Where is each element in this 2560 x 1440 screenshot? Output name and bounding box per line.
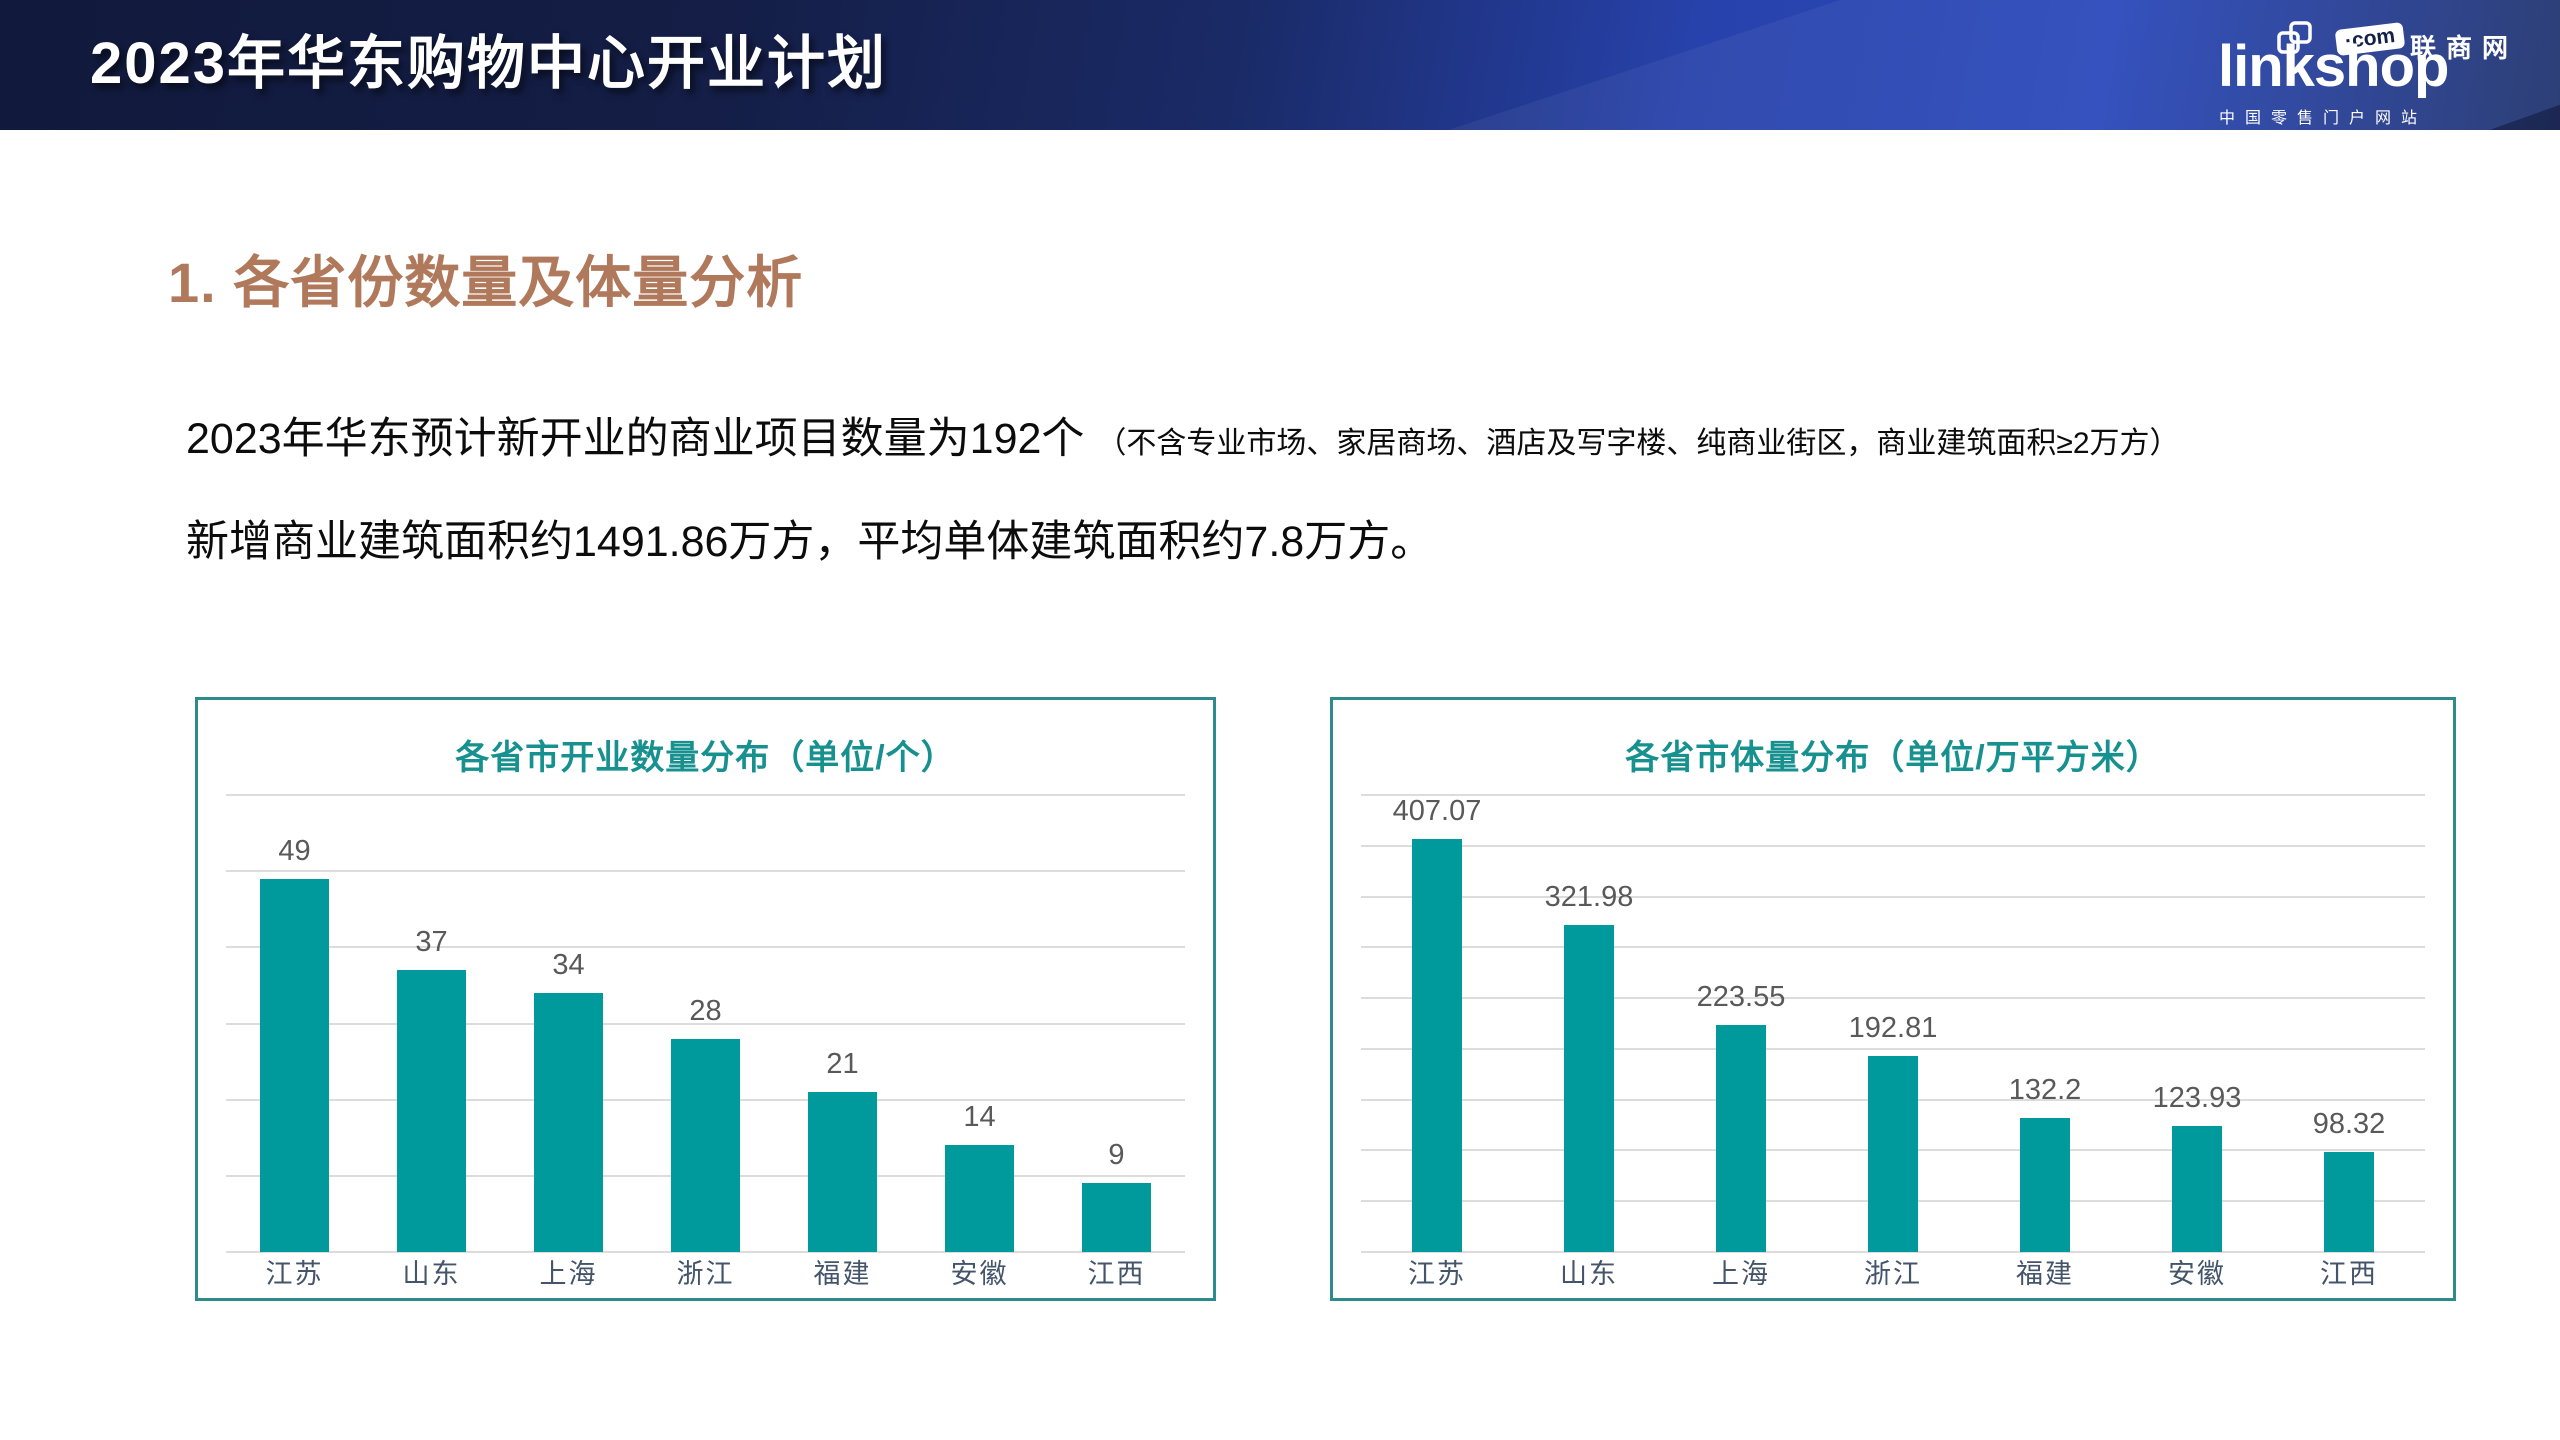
linkshop-logo: ·com 联商网 linkshop 中国零售门户网站 (2218, 18, 2518, 127)
category-label: 山东 (402, 1259, 461, 1289)
chart-open-count-plot: 49 37 34 28 21 14 9 (226, 794, 1185, 1253)
bar-slot-福建: 21 (774, 795, 911, 1252)
category-label: 安徽 (2168, 1259, 2226, 1289)
bars-container: 407.07 321.98 223.55 192.81 132.2 123.93 98.32 (1361, 795, 2425, 1252)
value-label: 132.2 (2008, 1073, 2082, 1106)
bar-slot-江西: 9 (1048, 795, 1185, 1252)
logo-tagline: 中国零售门户网站 (2219, 110, 2428, 127)
value-label: 49 (278, 834, 311, 867)
logo-cn-name: 联商网 (2409, 33, 2518, 63)
bar (397, 970, 466, 1252)
bar (1715, 1024, 1767, 1252)
chart-open-count: 各省市开业数量分布（单位/个） 49 37 34 28 21 14 9 江苏 山东 上海 浙江 福建… (195, 697, 1216, 1301)
summary-line-2: 新增商业建筑面积约1491.86万方，平均单体建筑面积约7.8万方。 (186, 518, 1434, 566)
bar (1867, 1056, 1919, 1252)
bar-slot-上海: 223.55 (1665, 795, 1817, 1252)
category-label: 江西 (1087, 1259, 1146, 1289)
value-label: 37 (415, 926, 448, 959)
bar-slot-山东: 37 (363, 795, 500, 1252)
bar-slot-福建: 132.2 (1969, 795, 2121, 1252)
value-label: 98.32 (2312, 1108, 2386, 1141)
bar (808, 1092, 877, 1252)
chart-volume-plot: 407.07 321.98 223.55 192.81 132.2 123.93 98.32 (1361, 794, 2425, 1253)
category-label: 安徽 (950, 1259, 1009, 1289)
value-label: 34 (552, 949, 585, 982)
bar-slot-山东: 321.98 (1513, 795, 1665, 1252)
gridline (1361, 997, 2425, 1000)
bar (534, 993, 603, 1252)
bar-slot-江西: 98.32 (2273, 795, 2425, 1252)
bar (260, 878, 329, 1252)
gridline (1361, 844, 2425, 847)
summary-line-1-note: （不含专业市场、家居商场、酒店及写字楼、纯商业街区，商业建筑面积≥2万方） (1096, 427, 2180, 460)
chart-volume-categories: 江苏 山东 上海 浙江 福建 安徽 江西 (1361, 1252, 2425, 1291)
overlapping-squares-icon (2276, 20, 2314, 63)
bar (1563, 925, 1615, 1252)
bar-slot-江苏: 407.07 (1361, 795, 1513, 1252)
section-heading: 1. 各省份数量及体量分析 (168, 251, 804, 314)
bar-slot-安徽: 14 (911, 795, 1048, 1252)
bar (2323, 1152, 2375, 1252)
category-label: 江苏 (1408, 1259, 1466, 1289)
chart-open-count-categories: 江苏 山东 上海 浙江 福建 安徽 江西 (226, 1252, 1185, 1291)
value-label: 28 (689, 994, 722, 1027)
chart-volume: 各省市体量分布（单位/万平方米） 407.07 321.98 223.55 192.8… (1330, 697, 2456, 1301)
bar-slot-浙江: 28 (637, 795, 774, 1252)
value-label: 407.07 (1392, 795, 1482, 827)
gridline (226, 1251, 1185, 1253)
category-label: 上海 (539, 1259, 598, 1289)
gridline (1361, 946, 2425, 949)
gridline (226, 870, 1185, 873)
bar-slot-上海: 34 (500, 795, 637, 1252)
logo-brand-text: linkshop (2218, 34, 2449, 99)
value-label: 14 (963, 1101, 996, 1134)
chart-open-count-title: 各省市开业数量分布（单位/个） (455, 739, 956, 777)
gridline (1361, 794, 2425, 796)
category-label: 江苏 (265, 1259, 324, 1289)
category-label: 福建 (813, 1259, 872, 1289)
summary-line-1: 2023年华东预计新开业的商业项目数量为192个 （不含专业市场、家居商场、酒店… (186, 404, 2436, 466)
category-label: 上海 (1712, 1259, 1770, 1289)
chart-volume-title: 各省市体量分布（单位/万平方米） (1625, 739, 2161, 777)
category-label: 福建 (2016, 1259, 2074, 1289)
bar (2019, 1117, 2071, 1252)
category-label: 山东 (1560, 1259, 1618, 1289)
bar (2171, 1126, 2223, 1252)
page-title: 2023年华东购物中心开业计划 (90, 31, 888, 96)
summary-paragraph: 2023年华东预计新开业的商业项目数量为192个 （不含专业市场、家居商场、酒店… (186, 404, 2436, 569)
bar (1411, 839, 1463, 1252)
gridline (226, 794, 1185, 796)
category-label: 浙江 (1864, 1259, 1922, 1289)
value-label: 123.93 (2152, 1082, 2242, 1115)
gridline (226, 1022, 1185, 1025)
value-label: 321.98 (1544, 881, 1634, 914)
gridline (1361, 895, 2425, 898)
summary-line-1-main: 2023年华东预计新开业的商业项目数量为192个 (186, 415, 1085, 463)
value-label: 21 (826, 1048, 859, 1081)
gridline (1361, 1047, 2425, 1050)
bars-container: 49 37 34 28 21 14 9 (226, 795, 1185, 1252)
header-bar: 2023年华东购物中心开业计划 ·com 联商网 linkshop 中国零售门户… (0, 0, 2560, 130)
value-label: 223.55 (1696, 980, 1786, 1013)
bar (1082, 1183, 1151, 1252)
value-label: 9 (1108, 1139, 1125, 1172)
value-label: 192.81 (1848, 1012, 1938, 1045)
bar-slot-江苏: 49 (226, 795, 363, 1252)
category-label: 浙江 (676, 1259, 735, 1289)
bar-slot-安徽: 123.93 (2121, 795, 2273, 1252)
category-label: 江西 (2320, 1259, 2378, 1289)
gridline (1361, 1251, 2425, 1253)
bar (945, 1145, 1014, 1252)
bar (671, 1038, 740, 1252)
gridline (226, 946, 1185, 949)
bar-slot-浙江: 192.81 (1817, 795, 1969, 1252)
